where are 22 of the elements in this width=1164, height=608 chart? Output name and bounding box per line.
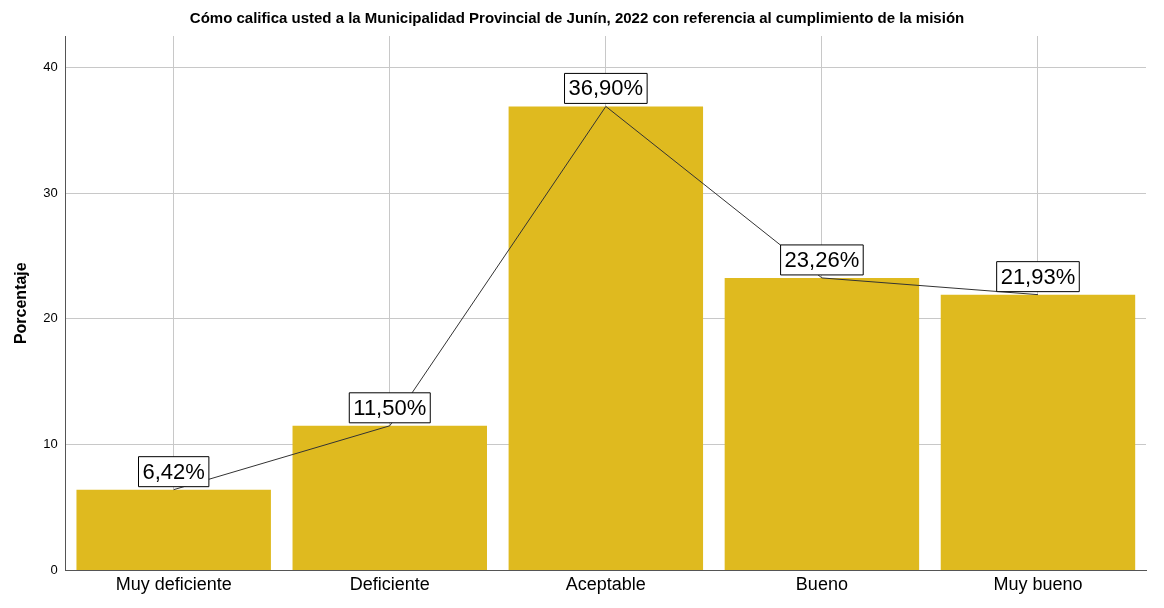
x-tick-label: Deficiente (349, 574, 430, 595)
y-tick-label: 0 (50, 561, 58, 577)
y-axis-title: Porcentaje (12, 262, 30, 345)
y-tick-label: 10 (43, 436, 58, 452)
data-label: 36,90% (568, 75, 644, 101)
y-tick-label: 20 (43, 310, 58, 326)
y-tick-label: 40 (43, 59, 58, 75)
bar (76, 489, 271, 570)
x-tick-label: Muy bueno (993, 574, 1083, 595)
bar (508, 106, 704, 570)
x-tick-label: Muy deficiente (115, 574, 232, 595)
x-tick-label: Bueno (795, 574, 848, 595)
bar (940, 294, 1136, 570)
data-label: 21,93% (1000, 263, 1076, 289)
bar (724, 277, 920, 570)
x-tick-label: Aceptable (565, 574, 646, 595)
data-label: 6,42% (142, 458, 205, 484)
chart-title: Cómo califica usted a la Municipalidad Provincial de Junín, 2022 con referencia al cumplimiento de la misión (189, 9, 965, 27)
data-label: 23,26% (784, 246, 860, 272)
y-tick-label: 30 (43, 184, 58, 200)
bar (292, 425, 487, 570)
data-label: 11,50% (353, 394, 427, 420)
